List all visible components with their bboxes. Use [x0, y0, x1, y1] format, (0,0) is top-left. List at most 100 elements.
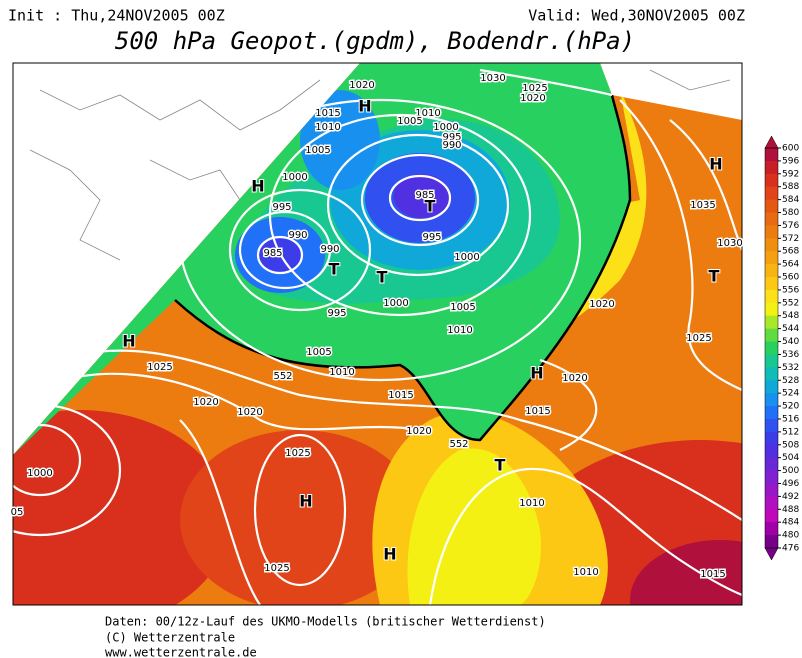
- isobar-label: 995: [272, 202, 291, 213]
- isobar-label: 1020: [237, 407, 262, 418]
- isobar-label: 1000: [282, 172, 307, 183]
- legend-label: 588: [782, 182, 799, 192]
- isobar-label: 1010: [329, 367, 354, 378]
- legend-label: 552: [782, 298, 799, 308]
- legend-swatch: [765, 160, 778, 175]
- pressure-center: T: [709, 267, 720, 286]
- isobar-label: 1030: [717, 238, 742, 249]
- legend-label: 520: [782, 402, 799, 412]
- isobar-label: 552: [273, 371, 292, 382]
- isobar-label: 1025: [264, 563, 289, 574]
- legend-swatch: [765, 289, 778, 304]
- isobar-label: 1025: [522, 83, 547, 94]
- isobar-label: 1005: [450, 302, 475, 313]
- legend-swatch: [765, 418, 778, 433]
- legend-label: 560: [782, 273, 799, 283]
- map-frame: [12, 62, 743, 606]
- pressure-center: H: [709, 155, 722, 174]
- legend-swatch: [765, 148, 778, 162]
- legend-label: 564: [782, 260, 799, 270]
- isobar-label: 1020: [520, 93, 545, 104]
- pressure-center: H: [299, 492, 312, 511]
- isobar-label: 1025: [285, 448, 310, 459]
- legend-label: 508: [782, 440, 799, 450]
- isobar-label: 1010: [415, 108, 440, 119]
- isobar-label: 1000: [383, 298, 408, 309]
- legend-border: [764, 147, 779, 549]
- legend-swatch: [765, 251, 778, 265]
- legend-swatch: [765, 302, 778, 317]
- isobar-label: 1010: [519, 498, 544, 509]
- pressure-center: H: [358, 97, 371, 116]
- isobar-label: 1010: [573, 567, 598, 578]
- legend-label: 580: [782, 208, 799, 218]
- legend-swatch: [765, 380, 778, 394]
- isobar-label: 1025: [686, 333, 711, 344]
- isobar-label: 1000: [454, 252, 479, 263]
- legend-swatch: [765, 212, 778, 226]
- isobar-label: 552: [449, 439, 468, 450]
- legend-label: 524: [782, 389, 799, 399]
- map-area: [13, 63, 742, 605]
- isobar-label: 985: [415, 190, 434, 201]
- map-labels: 1020H10151010103010251020101010051000995…: [9, 72, 744, 582]
- legend-swatch: [765, 522, 778, 536]
- legend-label: 532: [782, 363, 799, 373]
- isobar-label: 1010: [315, 122, 340, 133]
- legend-swatch: [765, 457, 778, 472]
- isobar-label: 1005: [397, 116, 422, 127]
- pressure-center: H: [530, 364, 543, 383]
- legend-swatch: [765, 535, 778, 549]
- valid-text: Valid: Wed,30NOV2005 00Z: [528, 7, 745, 25]
- pressure-center: T: [377, 268, 388, 287]
- isobar-label: 1010: [447, 325, 472, 336]
- legend-swatch: [765, 186, 778, 201]
- legend-label: 536: [782, 350, 799, 360]
- legend-swatch: [765, 444, 778, 459]
- isobar-label: 1005: [305, 145, 330, 156]
- legend-swatch: [765, 225, 778, 239]
- pressure-center: H: [251, 177, 264, 196]
- legend-label: 488: [782, 505, 799, 515]
- isobar-label: 1035: [690, 200, 715, 211]
- isobar-label: 990: [288, 230, 307, 241]
- legend-label: 548: [782, 311, 799, 321]
- legend-swatch: [765, 406, 778, 420]
- legend-swatch: [765, 367, 778, 381]
- legend-cap: [764, 547, 779, 561]
- isobar-label: 995: [442, 132, 461, 143]
- isobar-label: 1020: [589, 299, 614, 310]
- pressure-center: T: [329, 260, 340, 279]
- footer-line: Daten: 00/12z-Lauf des UKMO-Modells (bri…: [105, 615, 546, 629]
- color-legend: 600 596 592 588 584 580 576 572 568 564 560 556 552 5…: [764, 135, 799, 561]
- legend-label: 568: [782, 247, 799, 257]
- legend-label: 492: [782, 492, 799, 502]
- pressure-center: H: [122, 332, 135, 351]
- legend-swatch: [765, 341, 778, 355]
- legend-label: 512: [782, 427, 799, 437]
- isobar-label: 990: [320, 244, 339, 255]
- legend-cap: [764, 135, 779, 149]
- legend-label: 572: [782, 234, 799, 244]
- isobar-label: 1020: [562, 373, 587, 384]
- legend-swatch: [765, 496, 778, 510]
- footer-line: www.wetterzentrale.de: [105, 646, 257, 658]
- legend-swatch: [765, 470, 778, 484]
- legend-label: 484: [782, 518, 799, 528]
- isobar-label: 1030: [480, 73, 505, 84]
- legend-label: 504: [782, 453, 799, 463]
- legend-label: 544: [782, 324, 799, 334]
- isobar-label: 1020: [406, 426, 431, 437]
- legend-swatch: [765, 354, 778, 368]
- isobar-label: 1015: [700, 569, 725, 580]
- legend-swatch: [765, 431, 778, 446]
- legend-swatch: [765, 173, 778, 188]
- legend-label: 556: [782, 285, 799, 295]
- isobar-label: 05: [11, 507, 24, 518]
- legend-swatch: [765, 199, 778, 214]
- legend-swatch: [765, 393, 778, 407]
- legend-label: 600: [782, 144, 799, 154]
- isobar-label: 1025: [147, 362, 172, 373]
- isobar-label: 1020: [349, 80, 374, 91]
